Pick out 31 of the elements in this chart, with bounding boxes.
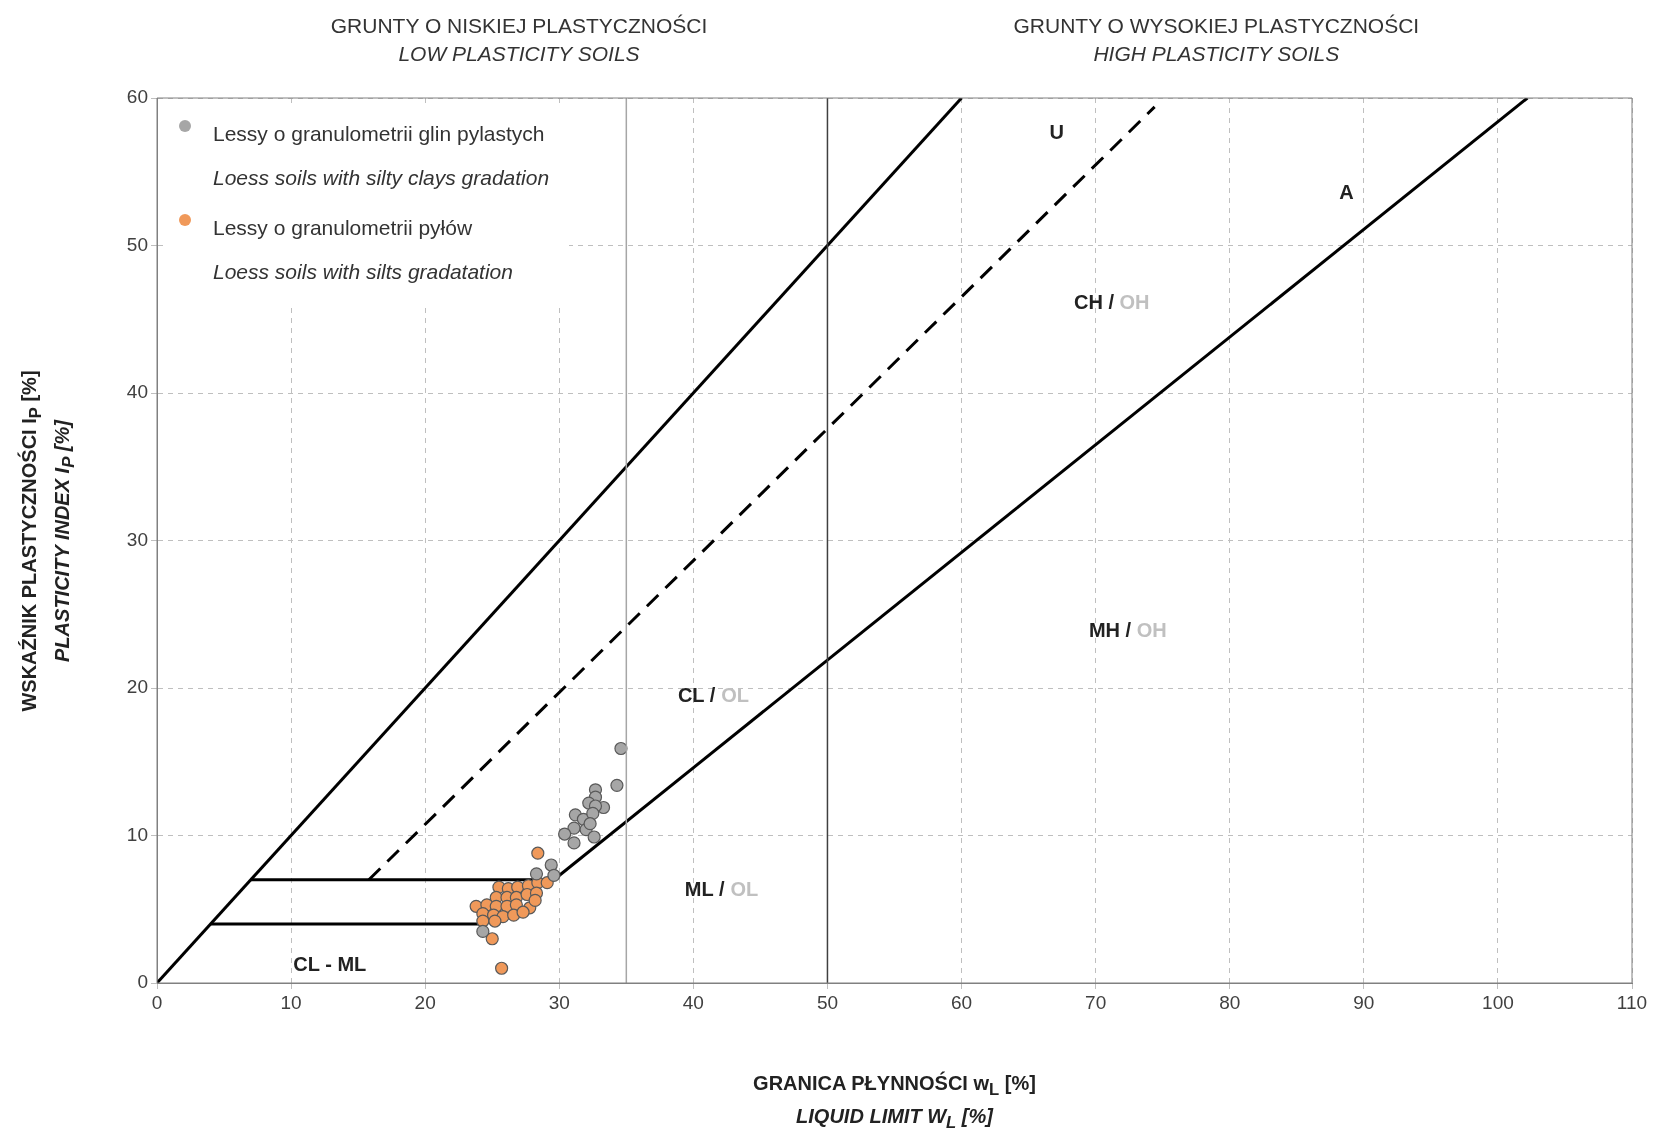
annotation: ML / OL — [684, 877, 759, 900]
x-tick-label: 20 — [414, 991, 436, 1013]
x-tick-label: 10 — [280, 991, 302, 1013]
x-tick-label: 80 — [1219, 991, 1241, 1013]
annotation: CH / OH — [1073, 290, 1150, 313]
x-tick-label: 110 — [1616, 991, 1648, 1013]
y-tick-label: 0 — [137, 971, 148, 993]
x-tick-label: 0 — [151, 991, 163, 1013]
text: GRUNTY O NISKIEJ PLASTYCZNOŚCI LOW PLASTICITY SOILS — [329, 13, 709, 67]
legend-label: Lessy o granulometrii glin pylastych Loess soils with silty clays gradation — [213, 121, 550, 191]
annotation: MH / OH — [1088, 619, 1167, 642]
x-tick-label: 50 — [816, 991, 839, 1013]
x-tick-label: 40 — [682, 991, 704, 1013]
x-tick-label: 60 — [950, 991, 973, 1013]
annotation: U — [1049, 120, 1064, 143]
y-tick-label: 20 — [126, 676, 148, 698]
y-tick-label: 10 — [126, 823, 148, 845]
y-tick-label: 50 — [126, 233, 148, 255]
text: GRANICA PŁYNNOŚCI w$_{L}$ [%] LIQUID LIMIT W$_{L}$ [%] — [753, 1072, 1036, 1132]
x-tick-label: 70 — [1085, 991, 1107, 1013]
y-tick-label: 60 — [126, 86, 148, 108]
x-tick-label: 90 — [1353, 991, 1375, 1013]
y-tick-label: 30 — [126, 528, 148, 550]
annotation: CL / OL — [677, 684, 750, 707]
x-tick-label: 30 — [548, 991, 570, 1013]
annotation: A — [1339, 181, 1354, 204]
annotation: CL - ML — [293, 952, 367, 975]
text: GRUNTY O WYSOKIEJ PLASTYCZNOŚCI HIGH PLASTICITY SOILS — [1012, 13, 1421, 67]
legend-label: Lessy o granulometrii pyłów Loess soils with silts gradatation — [213, 215, 513, 285]
y-tick-label: 40 — [126, 381, 148, 403]
x-tick-label: 100 — [1482, 991, 1514, 1013]
